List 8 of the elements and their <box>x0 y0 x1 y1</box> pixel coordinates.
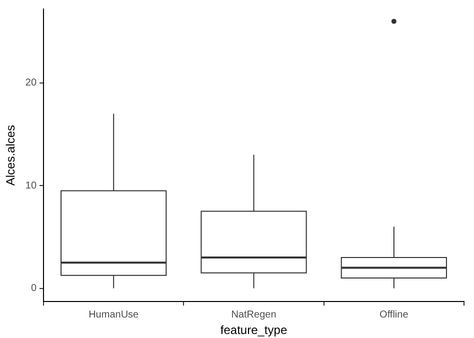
x-axis-title: feature_type <box>220 323 288 338</box>
y-tick-label: 20 <box>25 78 37 89</box>
x-tick-label: NatRegen <box>231 309 276 320</box>
y-axis-title: Alces.alces <box>4 124 18 186</box>
y-tick-label: 10 <box>25 180 37 192</box>
x-tick-label: Offline <box>380 309 409 320</box>
x-tick-label: HumanUse <box>88 309 140 320</box>
y-tick-label: 0 <box>30 283 37 294</box>
